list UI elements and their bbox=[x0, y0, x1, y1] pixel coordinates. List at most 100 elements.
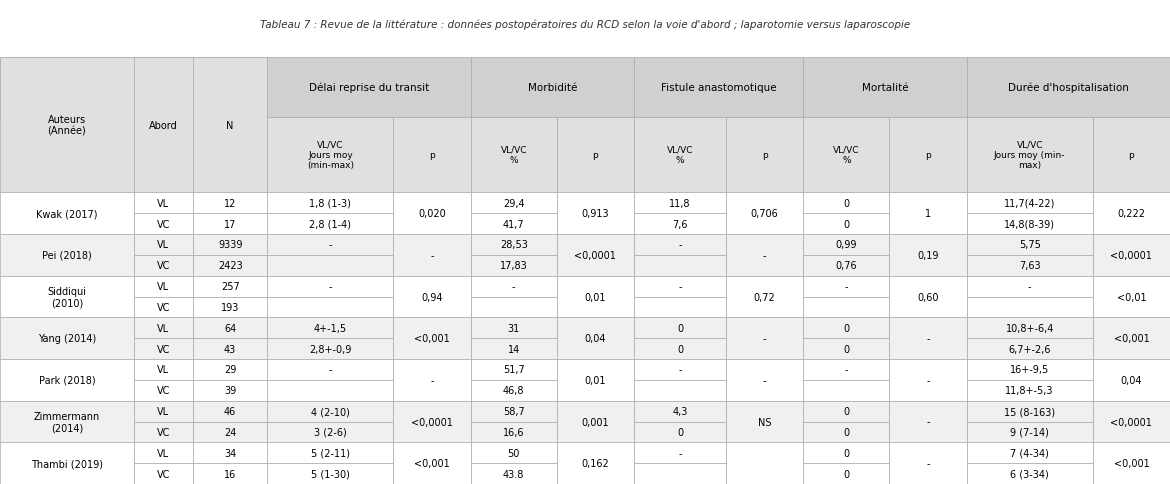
Bar bbox=[557, 359, 634, 401]
Bar bbox=[393, 235, 470, 276]
Bar bbox=[393, 401, 470, 442]
Text: Yang (2014): Yang (2014) bbox=[37, 333, 96, 344]
Bar bbox=[193, 442, 267, 463]
Bar bbox=[267, 297, 393, 318]
Text: <0,0001: <0,0001 bbox=[1110, 417, 1152, 426]
Bar bbox=[804, 442, 889, 463]
Bar bbox=[557, 235, 634, 276]
Text: 0,72: 0,72 bbox=[753, 292, 776, 302]
Text: -: - bbox=[763, 375, 766, 385]
Text: p: p bbox=[1129, 151, 1134, 160]
Bar bbox=[634, 380, 727, 401]
Text: 0,913: 0,913 bbox=[581, 209, 610, 219]
Text: 15 (8-163): 15 (8-163) bbox=[1004, 406, 1055, 416]
Text: 50: 50 bbox=[508, 448, 519, 458]
Text: 7,6: 7,6 bbox=[673, 219, 688, 229]
Bar bbox=[133, 235, 193, 256]
Bar bbox=[133, 256, 193, 276]
Text: VC: VC bbox=[157, 219, 170, 229]
Text: 41,7: 41,7 bbox=[503, 219, 524, 229]
Text: 46,8: 46,8 bbox=[503, 385, 524, 395]
Bar bbox=[267, 359, 393, 380]
Text: 0,19: 0,19 bbox=[917, 250, 938, 260]
Bar bbox=[393, 276, 470, 318]
Bar bbox=[133, 359, 193, 380]
Bar bbox=[966, 318, 1093, 338]
Text: <0,01: <0,01 bbox=[1116, 292, 1147, 302]
Bar bbox=[804, 118, 889, 193]
Text: -: - bbox=[679, 365, 682, 375]
Text: 64: 64 bbox=[223, 323, 236, 333]
Text: 4+-1,5: 4+-1,5 bbox=[314, 323, 347, 333]
Bar bbox=[193, 380, 267, 401]
Bar bbox=[966, 422, 1093, 442]
Bar bbox=[267, 235, 393, 256]
Text: 0,04: 0,04 bbox=[585, 333, 606, 344]
Bar bbox=[470, 297, 557, 318]
Bar bbox=[634, 193, 727, 214]
Text: VC: VC bbox=[157, 469, 170, 479]
Bar bbox=[634, 256, 727, 276]
Text: Auteurs
(Année): Auteurs (Année) bbox=[48, 115, 87, 136]
Text: -: - bbox=[431, 250, 434, 260]
Text: 4,3: 4,3 bbox=[673, 406, 688, 416]
Bar bbox=[889, 235, 966, 276]
Text: 0: 0 bbox=[844, 219, 849, 229]
Bar bbox=[804, 276, 889, 297]
Text: VL: VL bbox=[157, 198, 170, 209]
Bar bbox=[1093, 276, 1170, 318]
Bar bbox=[470, 214, 557, 235]
Bar bbox=[889, 318, 966, 359]
Text: 0: 0 bbox=[844, 344, 849, 354]
Bar bbox=[267, 193, 393, 214]
Bar bbox=[193, 58, 267, 193]
Bar bbox=[804, 338, 889, 359]
Text: 5 (2-11): 5 (2-11) bbox=[311, 448, 350, 458]
Text: VL/VC
Jours moy (min-
max): VL/VC Jours moy (min- max) bbox=[994, 140, 1066, 170]
Bar bbox=[0, 276, 133, 318]
Text: 0,04: 0,04 bbox=[1121, 375, 1142, 385]
Text: Zimmermann
(2014): Zimmermann (2014) bbox=[34, 411, 99, 432]
Text: 5 (1-30): 5 (1-30) bbox=[311, 469, 350, 479]
Text: 0,01: 0,01 bbox=[585, 292, 606, 302]
Text: -: - bbox=[329, 365, 332, 375]
Text: 0,60: 0,60 bbox=[917, 292, 938, 302]
Bar bbox=[634, 422, 727, 442]
Bar bbox=[0, 193, 133, 235]
Bar bbox=[804, 463, 889, 484]
Text: <0,001: <0,001 bbox=[414, 458, 450, 468]
Text: 0,99: 0,99 bbox=[835, 240, 858, 250]
Text: 0,162: 0,162 bbox=[581, 458, 610, 468]
Bar bbox=[727, 401, 804, 442]
Bar bbox=[1093, 359, 1170, 401]
Bar bbox=[470, 318, 557, 338]
Text: 0: 0 bbox=[844, 198, 849, 209]
Bar bbox=[804, 58, 966, 118]
Bar bbox=[133, 214, 193, 235]
Bar bbox=[557, 318, 634, 359]
Bar bbox=[966, 276, 1093, 297]
Text: VL/VC
%: VL/VC % bbox=[833, 146, 860, 165]
Bar bbox=[889, 276, 966, 318]
Bar bbox=[966, 58, 1170, 118]
Bar bbox=[133, 422, 193, 442]
Bar bbox=[727, 118, 804, 193]
Text: -: - bbox=[763, 333, 766, 344]
Text: <0,0001: <0,0001 bbox=[411, 417, 453, 426]
Text: 1,8 (1-3): 1,8 (1-3) bbox=[309, 198, 351, 209]
Text: 43: 43 bbox=[223, 344, 236, 354]
Text: 28,53: 28,53 bbox=[500, 240, 528, 250]
Bar bbox=[634, 442, 727, 463]
Bar bbox=[804, 214, 889, 235]
Text: 0: 0 bbox=[844, 427, 849, 437]
Text: 34: 34 bbox=[223, 448, 236, 458]
Text: 0,706: 0,706 bbox=[751, 209, 778, 219]
Bar bbox=[470, 193, 557, 214]
Text: 11,8+-5,3: 11,8+-5,3 bbox=[1005, 385, 1054, 395]
Bar bbox=[966, 193, 1093, 214]
Bar bbox=[557, 118, 634, 193]
Bar bbox=[966, 359, 1093, 380]
Bar bbox=[470, 58, 634, 118]
Text: VL: VL bbox=[157, 240, 170, 250]
Text: 11,7(4-22): 11,7(4-22) bbox=[1004, 198, 1055, 209]
